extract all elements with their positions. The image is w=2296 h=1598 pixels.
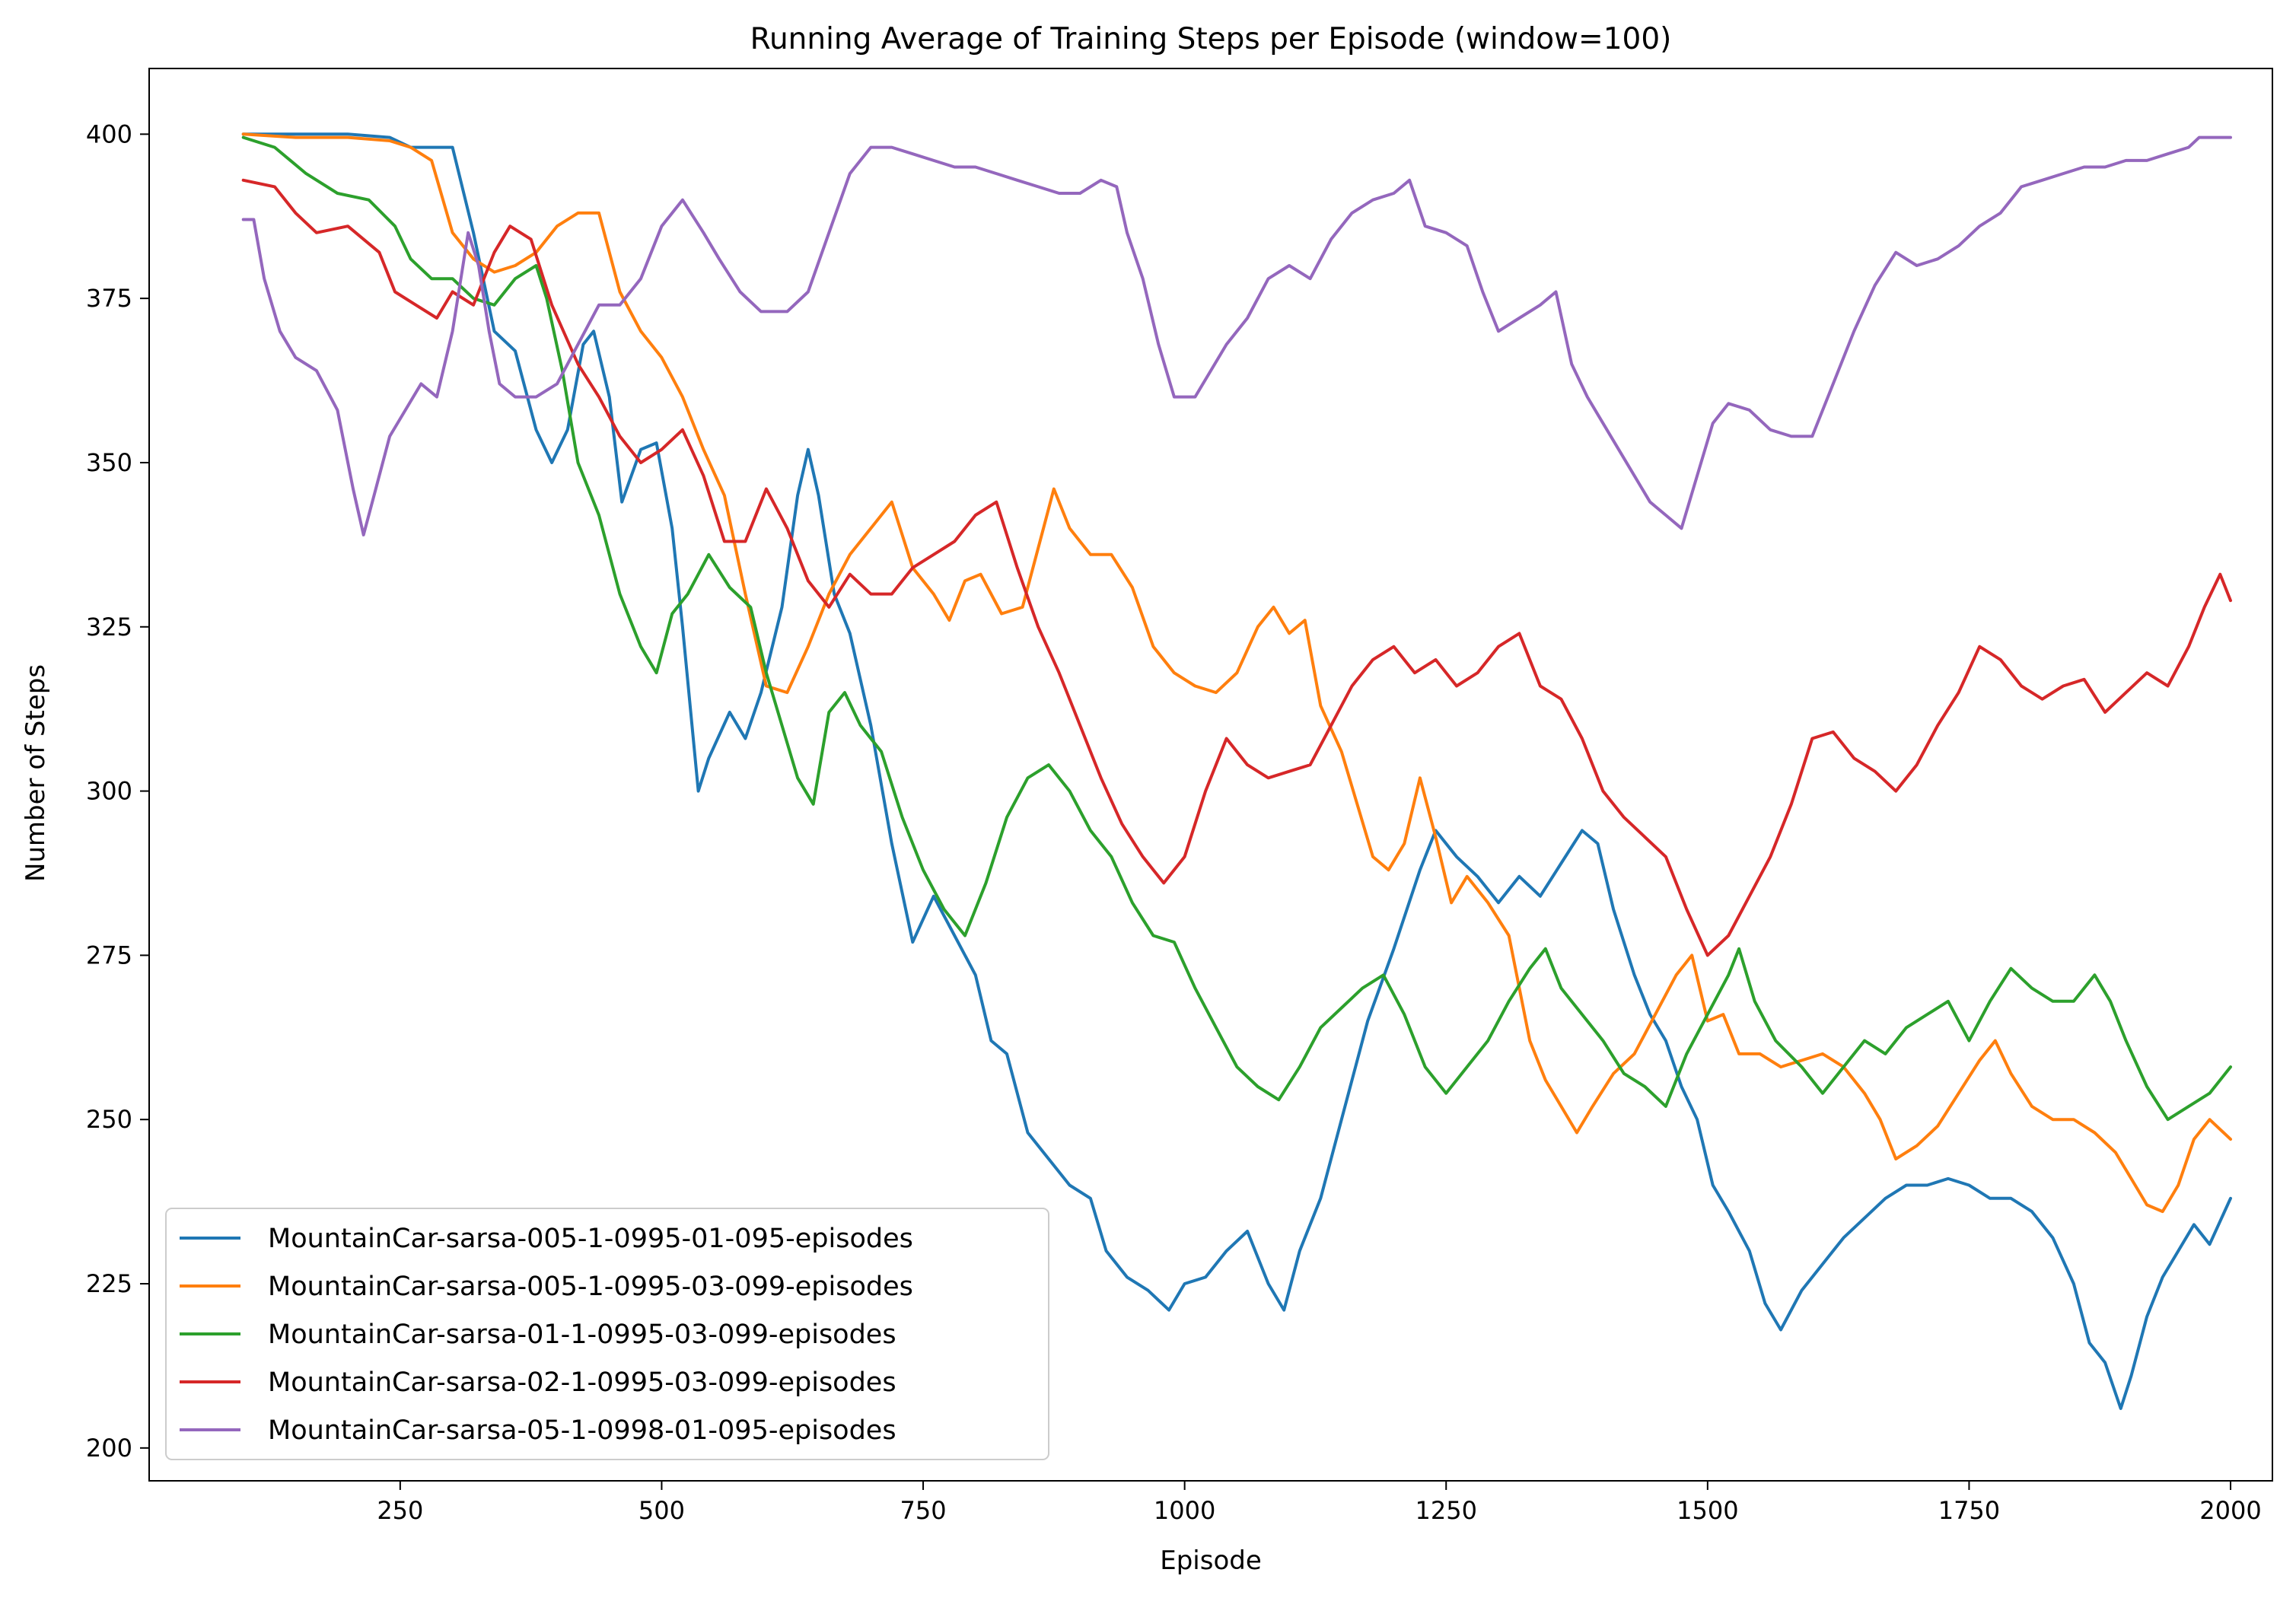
series-line-2 <box>241 132 2232 1214</box>
y-tick-label: 325 <box>86 613 132 641</box>
y-axis-label: Number of Steps <box>21 664 51 882</box>
legend-label-3: MountainCar-sarsa-01-1-0995-03-099-episo… <box>268 1319 896 1350</box>
legend-label-5: MountainCar-sarsa-05-1-0998-01-095-episo… <box>268 1415 896 1446</box>
series-line-5 <box>241 135 2232 536</box>
series-layer <box>241 132 2232 1410</box>
plot-frame <box>148 68 2273 1482</box>
y-tick-label: 225 <box>86 1269 132 1298</box>
y-tick-label: 300 <box>86 777 132 806</box>
x-tick-label: 2000 <box>2199 1496 2261 1525</box>
x-tick-label: 500 <box>638 1496 685 1525</box>
legend-box <box>165 1208 1049 1460</box>
x-tick-label: 1750 <box>1938 1496 2000 1525</box>
legend-label-1: MountainCar-sarsa-005-1-0995-01-095-epis… <box>268 1224 913 1254</box>
x-axis-label: Episode <box>1160 1545 1262 1576</box>
x-tick-label: 1250 <box>1415 1496 1477 1525</box>
legend-label-2: MountainCar-sarsa-005-1-0995-03-099-epis… <box>268 1272 913 1302</box>
y-tick-label: 400 <box>86 119 132 148</box>
legend-label-4: MountainCar-sarsa-02-1-0995-03-099-episo… <box>268 1367 896 1398</box>
y-tick-label: 275 <box>86 941 132 969</box>
x-tick-label: 250 <box>377 1496 423 1525</box>
y-tick-label: 350 <box>86 448 132 477</box>
legend: MountainCar-sarsa-005-1-0995-01-095-epis… <box>165 1208 1049 1460</box>
series-line-1 <box>241 132 2232 1410</box>
y-tick-label: 250 <box>86 1105 132 1134</box>
series-line-4 <box>241 178 2232 957</box>
axes-layer: 250 500 750 1000 1250 1500 1750 2000 200 225 250 27… <box>86 68 2273 1525</box>
chart-title: Running Average of Training Steps per Ep… <box>750 22 1672 56</box>
y-tick-label: 375 <box>86 284 132 313</box>
x-tick-label: 750 <box>900 1496 947 1525</box>
x-tick-label: 1000 <box>1154 1496 1215 1525</box>
series-line-3 <box>241 135 2232 1122</box>
y-tick-label: 200 <box>86 1434 132 1463</box>
x-tick-label: 1500 <box>1677 1496 1738 1525</box>
